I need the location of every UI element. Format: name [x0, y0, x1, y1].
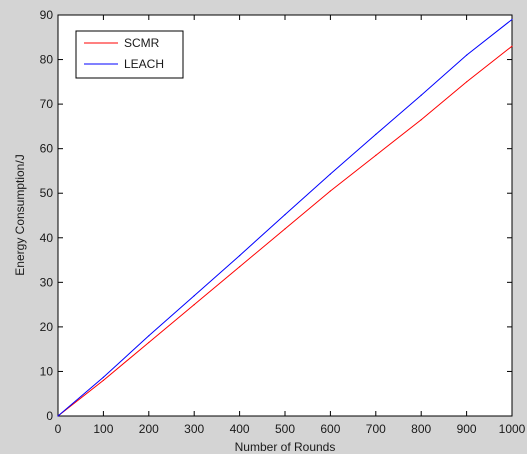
x-axis-label: Number of Rounds — [235, 440, 336, 454]
data-point-leach — [466, 55, 467, 56]
data-point-scmr — [148, 342, 149, 343]
x-tick-label: 800 — [411, 422, 431, 436]
data-point-scmr — [511, 46, 512, 47]
data-point-scmr — [103, 380, 104, 381]
data-point-leach — [194, 295, 195, 296]
legend-label-scmr: SCMR — [124, 36, 160, 50]
data-point-scmr — [284, 228, 285, 229]
x-tick-label: 0 — [55, 422, 62, 436]
x-tick-label: 100 — [93, 422, 113, 436]
data-point-scmr — [466, 81, 467, 82]
x-tick-label: 500 — [275, 422, 295, 436]
data-point-leach — [421, 95, 422, 96]
x-tick-label: 1000 — [499, 422, 526, 436]
data-point-leach — [239, 255, 240, 256]
data-point-leach — [375, 134, 376, 135]
y-tick-label: 0 — [46, 409, 53, 423]
x-tick-label: 600 — [320, 422, 340, 436]
data-point-scmr — [421, 119, 422, 120]
data-point-leach — [330, 173, 331, 174]
x-tick-label: 900 — [457, 422, 477, 436]
data-point-leach — [103, 377, 104, 378]
legend: SCMR LEACH — [76, 31, 183, 78]
y-tick-label: 50 — [40, 186, 54, 200]
data-point-scmr — [330, 190, 331, 191]
data-point-scmr — [375, 155, 376, 156]
x-tick-label: 400 — [230, 422, 250, 436]
x-tick-label: 300 — [184, 422, 204, 436]
y-tick-label: 20 — [40, 320, 54, 334]
data-point-leach — [57, 415, 58, 416]
data-point-scmr — [239, 266, 240, 267]
legend-label-leach: LEACH — [124, 57, 164, 71]
data-point-scmr — [194, 304, 195, 305]
y-tick-label: 60 — [40, 142, 54, 156]
y-tick-label: 40 — [40, 231, 54, 245]
y-tick-label: 10 — [40, 364, 54, 378]
y-tick-label: 80 — [40, 53, 54, 67]
data-point-leach — [148, 335, 149, 336]
y-tick-label: 70 — [40, 97, 54, 111]
x-tick-label: 700 — [366, 422, 386, 436]
x-tick-label: 200 — [139, 422, 159, 436]
data-point-leach — [284, 214, 285, 215]
data-point-leach — [511, 19, 512, 20]
y-tick-label: 30 — [40, 275, 54, 289]
y-tick-label: 90 — [40, 8, 54, 22]
y-axis-label: Energy Consumption/J — [13, 154, 27, 275]
